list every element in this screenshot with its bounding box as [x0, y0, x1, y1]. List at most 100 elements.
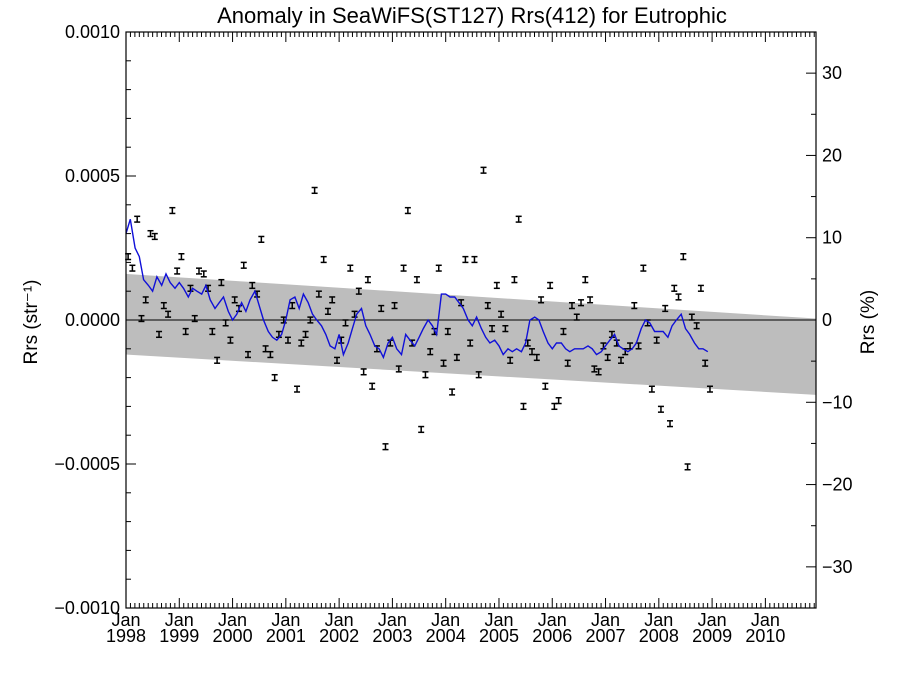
- data-point: [453, 353, 460, 362]
- data-point: [480, 166, 487, 174]
- data-point: [129, 264, 136, 272]
- y-axis-right-label: Rrs (%): [858, 290, 879, 354]
- data-point: [245, 350, 252, 359]
- y-tick-label-left: −0.0010: [54, 598, 120, 618]
- x-tick-label-month: Jan: [538, 610, 567, 630]
- data-point: [222, 319, 229, 327]
- x-tick-label-month: Jan: [378, 610, 407, 630]
- x-tick-label-month: Jan: [325, 610, 354, 630]
- data-point: [467, 339, 474, 347]
- data-point: [653, 336, 660, 344]
- x-tick-label-year: 2003: [372, 626, 412, 646]
- y-axis-left-label: Rrs (str⁻¹): [21, 280, 42, 365]
- data-point: [422, 371, 429, 379]
- data-point: [675, 293, 682, 301]
- data-point: [271, 373, 278, 382]
- y-tick-label-right: −10: [822, 392, 853, 412]
- data-point: [502, 325, 509, 333]
- data-point: [582, 276, 589, 284]
- y-tick-label-left: 0.0010: [65, 22, 120, 42]
- data-point: [640, 264, 647, 272]
- data-point: [551, 402, 558, 411]
- chart-title: Anomaly in SeaWiFS(ST127) Rrs(412) for E…: [217, 3, 727, 28]
- data-point: [515, 215, 522, 223]
- data-point: [249, 281, 256, 290]
- data-point: [604, 353, 611, 362]
- data-point: [191, 314, 198, 323]
- data-point: [142, 296, 149, 304]
- y-tick-label-right: 0: [822, 310, 832, 330]
- x-tick-label-year: 2010: [745, 626, 785, 646]
- data-point: [165, 310, 172, 318]
- x-tick-label-year: 2005: [479, 626, 519, 646]
- x-tick-label-month: Jan: [484, 610, 513, 630]
- data-point: [568, 301, 575, 310]
- x-tick-label-month: Jan: [591, 610, 620, 630]
- smoothed-line: [125, 218, 709, 360]
- data-point: [578, 299, 585, 307]
- data-point: [200, 270, 207, 278]
- data-point: [342, 319, 349, 327]
- data-point: [151, 232, 158, 241]
- x-tick-label-month: Jan: [218, 610, 247, 630]
- data-point: [462, 255, 469, 264]
- y-tick-label-left: 0.0005: [65, 166, 120, 186]
- data-point: [294, 385, 301, 393]
- data-point: [697, 284, 704, 292]
- y-tick-label-right: 20: [822, 145, 842, 165]
- data-point: [662, 304, 669, 313]
- x-tick-label-year: 2001: [266, 626, 306, 646]
- x-tick-label-month: Jan: [111, 610, 140, 630]
- x-tick-label-year: 2007: [586, 626, 626, 646]
- band-area: [126, 273, 816, 395]
- x-tick-label-month: Jan: [644, 610, 673, 630]
- data-point: [138, 314, 145, 323]
- data-point: [195, 267, 202, 275]
- data-point: [595, 368, 602, 376]
- data-point: [324, 307, 331, 315]
- y-tick-label-right: 30: [822, 63, 842, 83]
- data-point: [498, 310, 505, 318]
- data-point: [182, 327, 189, 336]
- data-point: [311, 186, 318, 195]
- data-point: [364, 276, 371, 284]
- data-point: [648, 385, 655, 393]
- data-point: [267, 350, 274, 359]
- data-point: [435, 264, 442, 272]
- data-point: [684, 463, 691, 471]
- data-point: [667, 420, 674, 428]
- y-tick-label-right: 10: [822, 228, 842, 248]
- data-point: [382, 443, 389, 451]
- y-axis-left-ticks: 0.0010 0.0005 0.0000 −0.0005 −0.0010: [54, 22, 136, 618]
- data-point: [475, 371, 482, 379]
- data-point: [378, 304, 385, 313]
- data-point: [218, 278, 225, 287]
- data-point: [560, 327, 567, 336]
- data-point: [160, 301, 167, 310]
- data-point: [449, 388, 456, 396]
- data-point: [360, 368, 367, 376]
- data-point: [671, 284, 678, 292]
- data-point: [520, 402, 527, 411]
- x-axis-ticks: Jan1998Jan1999Jan2000Jan2001Jan2002Jan20…: [106, 32, 815, 646]
- data-point: [538, 296, 545, 304]
- x-tick-label-month: Jan: [698, 610, 727, 630]
- data-point: [688, 313, 695, 321]
- x-tick-label-year: 2006: [532, 626, 572, 646]
- data-point: [227, 336, 234, 344]
- data-point: [174, 267, 181, 275]
- data-point: [178, 253, 185, 261]
- data-point: [169, 206, 176, 215]
- x-tick-label-year: 2002: [319, 626, 359, 646]
- data-point: [400, 264, 407, 272]
- data-point: [355, 287, 362, 295]
- data-point: [680, 253, 687, 261]
- y-axis-right-ticks: 30 20 10 0 −10 −20 −30: [806, 31, 853, 609]
- data-point: [657, 405, 664, 413]
- data-point: [298, 339, 305, 347]
- y-tick-label-right: −30: [822, 557, 853, 577]
- data-point: [591, 365, 598, 373]
- data-point: [347, 264, 354, 272]
- x-tick-label-year: 2009: [692, 626, 732, 646]
